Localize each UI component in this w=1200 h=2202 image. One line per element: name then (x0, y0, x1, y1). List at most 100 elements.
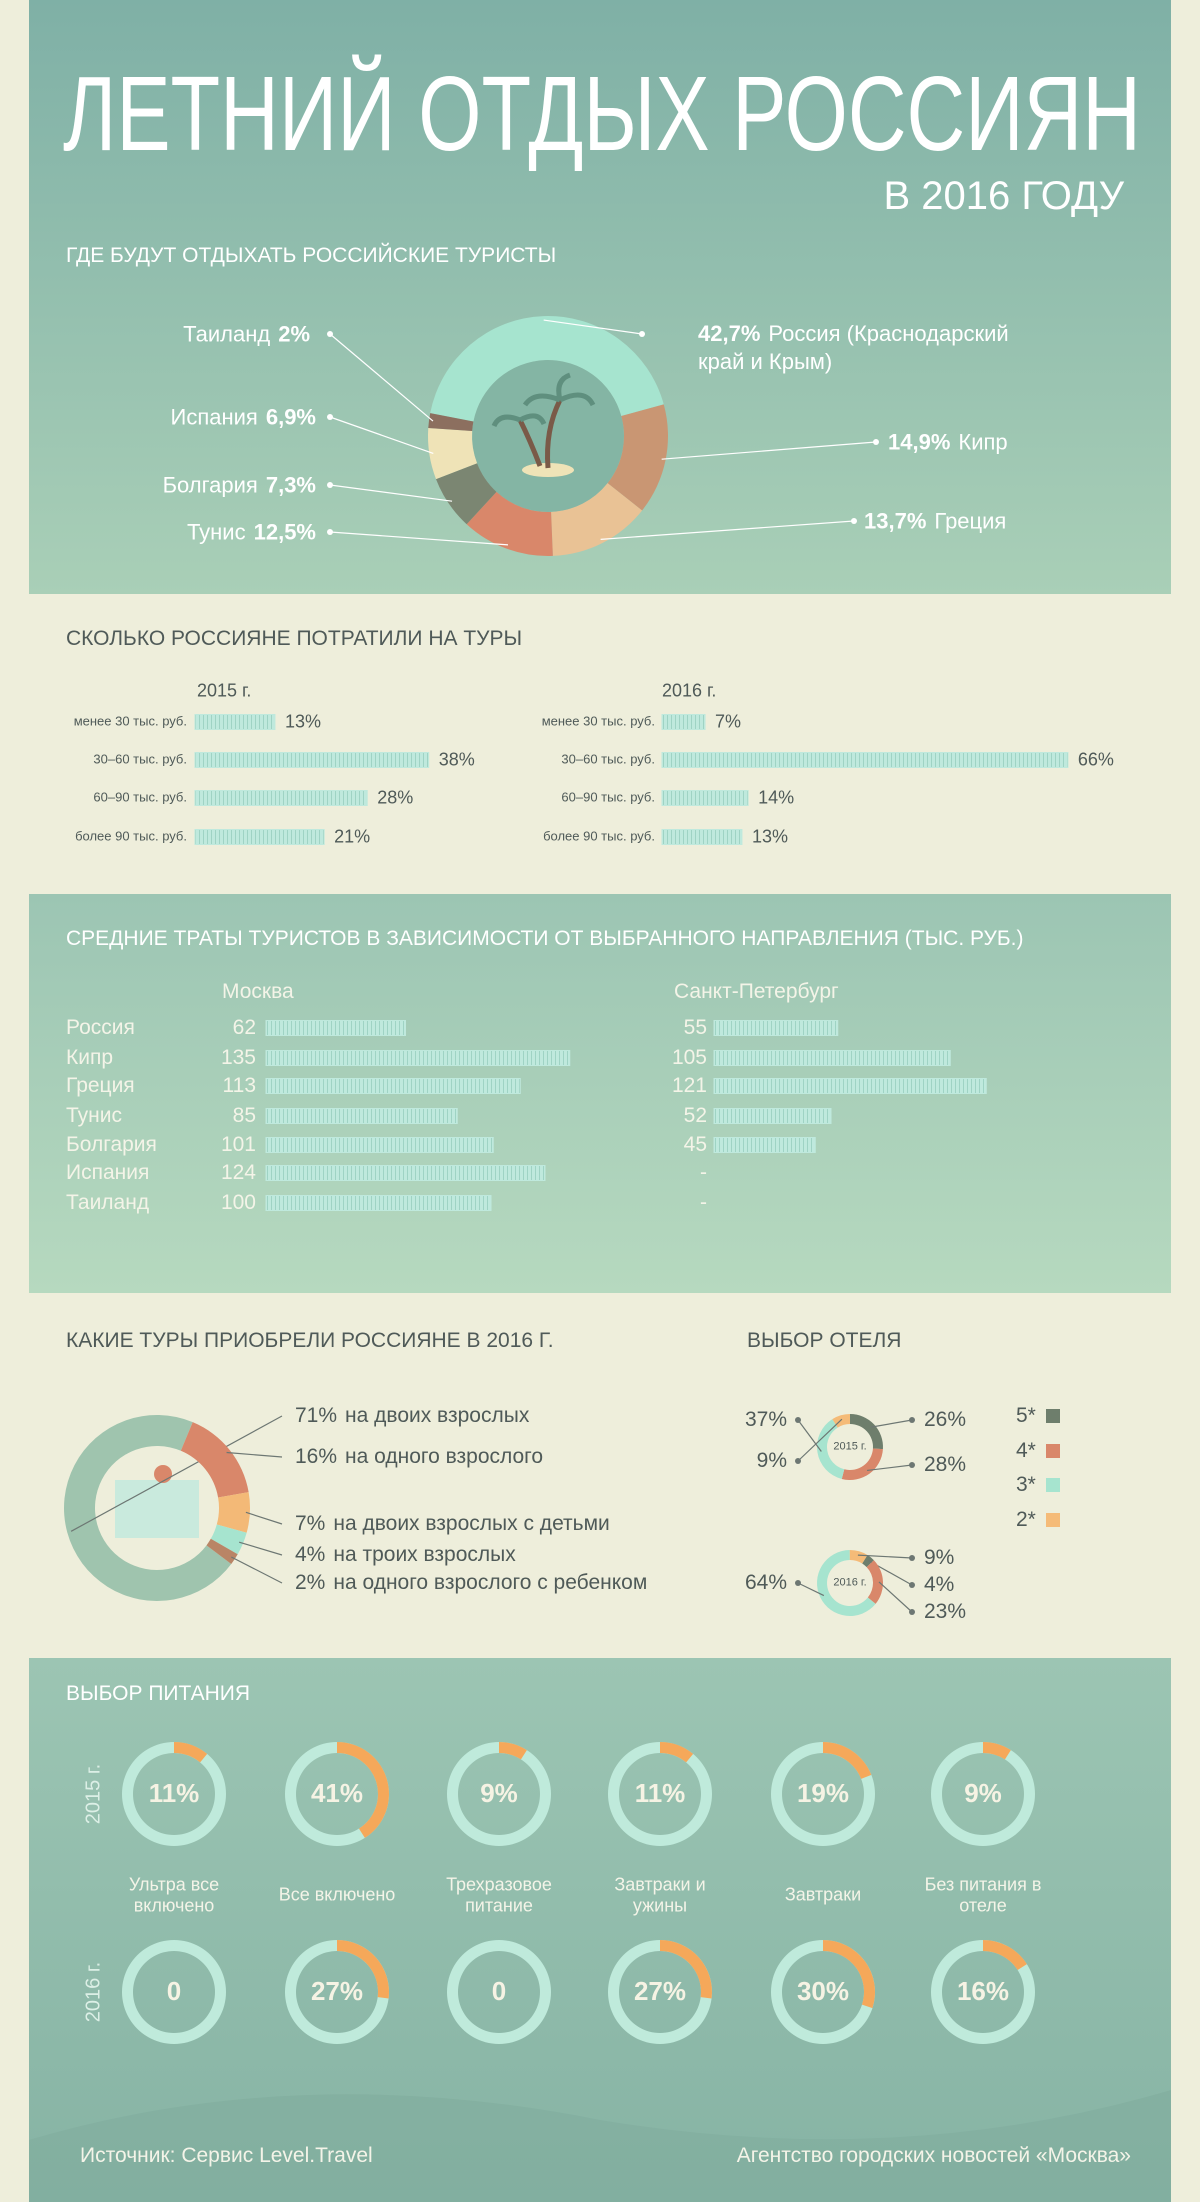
leader-dot (795, 1417, 801, 1423)
donut-arc (660, 1940, 712, 1999)
legend-swatch (1046, 1444, 1060, 1458)
donut-arc (983, 1940, 1027, 1971)
slice-label: 26% (924, 1408, 966, 1432)
donut-center-label: 2016 г. (833, 1576, 867, 1589)
pie-slice (216, 1492, 251, 1533)
donut-arc (499, 1742, 527, 1760)
value-label: 9% (756, 1448, 787, 1472)
value-label: 113 (222, 1073, 256, 1097)
leader-line (226, 1451, 283, 1458)
category-label: на одного взрослого с ребенком (333, 1570, 648, 1594)
donut-arc (337, 1742, 390, 1838)
pie-slice (862, 1555, 874, 1568)
value-label: 26% (924, 1407, 967, 1431)
slice-label: Тунис 12,5% (187, 519, 316, 544)
map-icon (115, 1480, 199, 1538)
section-title: СРЕДНИЕ ТРАТЫ ТУРИСТОВ В ЗАВИСИМОСТИ ОТ … (66, 926, 1024, 950)
category-label: 60–90 тыс. руб. (561, 789, 655, 805)
value-label: 71% (295, 1403, 338, 1427)
value-label: 28% (377, 787, 414, 808)
bar (713, 1137, 816, 1153)
category-label: Болгария (66, 1132, 157, 1156)
value-label: 101 (220, 1132, 256, 1156)
leader-dot (327, 414, 333, 420)
value-label: 4% (924, 1572, 955, 1596)
bar (713, 1108, 832, 1124)
series-name: 2016 г. (662, 680, 717, 701)
pie-slice (428, 428, 478, 480)
section-title: ВЫБОР ПИТАНИЯ (66, 1681, 251, 1705)
agency: Агентство городских новостей «Москва» (736, 2143, 1131, 2167)
pie-slice (428, 413, 474, 431)
leader-dot (327, 482, 333, 488)
category-label: Тунис (186, 519, 246, 545)
slice-label: Болгария 7,3% (163, 472, 316, 497)
value-label: - (700, 1160, 707, 1184)
source: Источник: Сервис Level.Travel (80, 2143, 373, 2167)
bar (265, 1050, 571, 1066)
slice-label: Испания 6,9% (171, 404, 316, 429)
leader-dot (327, 529, 333, 535)
category-label: Кипр (66, 1045, 114, 1069)
legend-label: 5* (1016, 1403, 1036, 1427)
value-label: 13% (751, 826, 788, 847)
bar (661, 829, 743, 845)
slice-label: 71% на двоих взрослых (295, 1404, 529, 1428)
value-label: 11% (148, 1778, 200, 1809)
bar (713, 1020, 839, 1036)
pie-slice (206, 1538, 238, 1564)
bar (713, 1050, 951, 1066)
category-label: на двоих взрослых (345, 1403, 530, 1427)
value-label: 62 (232, 1015, 256, 1039)
bar (265, 1195, 492, 1211)
pie-slice (466, 491, 553, 556)
leader-dot (795, 1580, 801, 1586)
leader-line (245, 1511, 283, 1525)
pie-slice (180, 1422, 249, 1498)
leader-line (797, 1418, 843, 1462)
value-label: 12,5% (253, 519, 316, 545)
category-label: Испания (170, 404, 258, 430)
category-label: 30–60 тыс. руб. (93, 751, 187, 767)
pie-slice (841, 1448, 883, 1480)
value-label: 105 (671, 1045, 707, 1069)
category-label: более 90 тыс. руб. (543, 828, 655, 844)
value-label: 38% (438, 749, 475, 770)
bar (661, 752, 1069, 768)
leader-line (231, 1556, 283, 1584)
slice-label: 14,9% Кипр (888, 429, 1008, 454)
category-label: Тунис (66, 1103, 122, 1127)
island-silhouette (29, 2090, 1171, 2202)
value-label: 14% (758, 787, 795, 808)
pie-slice (607, 404, 668, 511)
category-label: более 90 тыс. руб. (75, 828, 187, 844)
slice-label: 37% (745, 1408, 787, 1432)
legend-label: 3* (1016, 1472, 1036, 1496)
legend-label: 4* (1016, 1438, 1036, 1462)
bar (194, 829, 325, 845)
value-label: 13% (284, 711, 321, 732)
bar (265, 1165, 546, 1181)
slice-label: 13,7% Греция (864, 508, 1006, 533)
map-pin (154, 1465, 172, 1483)
leader-line (329, 484, 453, 502)
value-label: 121 (671, 1073, 707, 1097)
category-label: Болгария (162, 472, 258, 498)
category-label: Россия (66, 1015, 135, 1039)
slice-label: 7% на двоих взрослых с детьми (295, 1512, 610, 1536)
value-label: 7% (295, 1511, 326, 1535)
value-label: 27% (633, 1976, 687, 2007)
category-label: Без питания в отеле (924, 1874, 1042, 1915)
leader-line (797, 1419, 822, 1452)
bar (265, 1137, 494, 1153)
category-label: менее 30 тыс. руб. (541, 713, 655, 729)
category-label: на одного взрослого (345, 1444, 544, 1468)
series-name: 2016 г. (82, 1961, 105, 2023)
slice-label: 9% (924, 1546, 954, 1570)
value-label: 4% (295, 1542, 326, 1566)
leader-dot (909, 1609, 915, 1615)
leader-line (866, 1464, 913, 1472)
leader-line (329, 333, 434, 422)
